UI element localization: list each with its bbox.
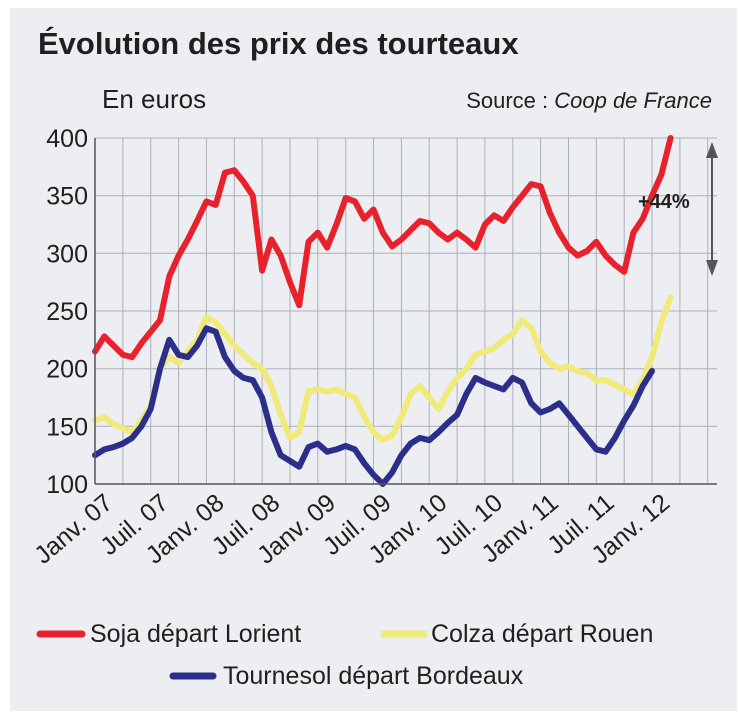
y-tick-label: 150 — [46, 413, 88, 441]
y-tick-label: 400 — [46, 125, 88, 153]
series-line-1 — [92, 294, 674, 444]
series-line-0 — [92, 135, 674, 361]
source-name: Coop de France — [554, 88, 712, 113]
y-tick-label: 250 — [46, 298, 88, 326]
annotation-arrow-head-down — [706, 260, 718, 276]
chart-panel: Évolution des prix des tourteaux En euro… — [10, 8, 737, 711]
series-lines — [92, 135, 674, 487]
annotation-label: +44% — [638, 191, 690, 213]
chart-canvas: Évolution des prix des tourteaux En euro… — [29, 26, 718, 690]
legend-item-colza: Colza départ Rouen — [380, 620, 653, 648]
y-tick-label: 300 — [46, 240, 88, 268]
legend-label-soja: Soja départ Lorient — [90, 620, 301, 648]
increase-annotation: +44% — [638, 142, 718, 276]
legend: Soja départ Lorient Colza départ Rouen T… — [36, 620, 653, 690]
unit-label: En euros — [102, 84, 206, 114]
y-tick-label: 350 — [46, 183, 88, 211]
y-tick-label: 100 — [46, 471, 88, 499]
legend-label-tournesol: Tournesol départ Bordeaux — [223, 662, 524, 690]
horizontal-gridlines — [95, 137, 717, 427]
x-tick-label: Janv. 07 — [29, 489, 118, 570]
legend-label-colza: Colza départ Rouen — [431, 620, 653, 648]
legend-item-soja: Soja départ Lorient — [36, 620, 301, 648]
y-tick-label: 200 — [46, 356, 88, 384]
chart-title: Évolution des prix des tourteaux — [38, 26, 519, 61]
series-line-2 — [92, 325, 655, 487]
y-axis-tick-labels: 100 150 200 250 300 350 400 — [46, 125, 88, 499]
source-label: Source : Coop de France — [466, 88, 712, 113]
annotation-arrow-head-up — [706, 142, 718, 158]
legend-item-tournesol: Tournesol départ Bordeaux — [169, 662, 524, 690]
source-prefix: Source : — [466, 88, 554, 113]
